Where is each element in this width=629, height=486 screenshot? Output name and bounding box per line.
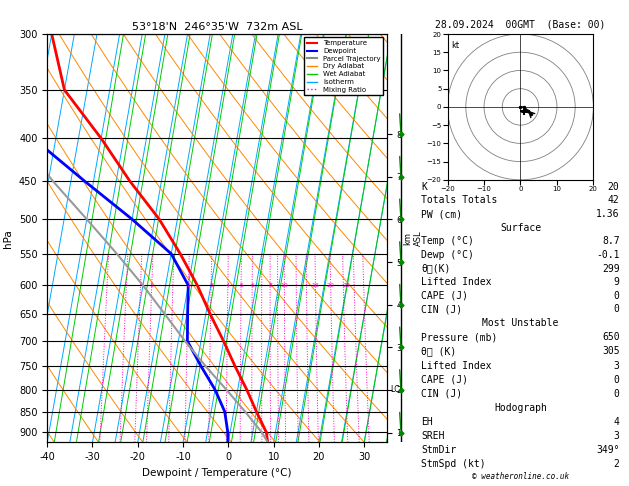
Text: © weatheronline.co.uk: © weatheronline.co.uk — [472, 472, 569, 481]
Text: CIN (J): CIN (J) — [421, 389, 462, 399]
Text: 6: 6 — [250, 283, 254, 288]
Text: StmDir: StmDir — [421, 445, 457, 455]
Text: 349°: 349° — [596, 445, 620, 455]
Text: 0: 0 — [614, 304, 620, 314]
Text: 8.7: 8.7 — [602, 236, 620, 246]
Text: 5: 5 — [239, 283, 243, 288]
Text: Temp (°C): Temp (°C) — [421, 236, 474, 246]
Text: 42: 42 — [608, 195, 620, 206]
Text: 4: 4 — [614, 417, 620, 427]
Text: 0: 0 — [614, 291, 620, 301]
Text: 0: 0 — [614, 375, 620, 385]
Title: 53°18'N  246°35'W  732m ASL: 53°18'N 246°35'W 732m ASL — [131, 22, 303, 32]
Y-axis label: hPa: hPa — [3, 229, 13, 247]
Text: 25: 25 — [342, 283, 350, 288]
Text: Most Unstable: Most Unstable — [482, 318, 559, 328]
Text: EH: EH — [421, 417, 433, 427]
Text: 9: 9 — [614, 277, 620, 287]
Text: CAPE (J): CAPE (J) — [421, 375, 469, 385]
Text: Totals Totals: Totals Totals — [421, 195, 498, 206]
Text: 20: 20 — [327, 283, 335, 288]
Text: 16: 16 — [311, 283, 320, 288]
Text: Pressure (mb): Pressure (mb) — [421, 332, 498, 342]
Text: 1: 1 — [150, 283, 153, 288]
Text: CIN (J): CIN (J) — [421, 304, 462, 314]
Text: 299: 299 — [602, 263, 620, 274]
Text: 305: 305 — [602, 347, 620, 356]
Text: PW (cm): PW (cm) — [421, 209, 462, 219]
Text: 8: 8 — [268, 283, 272, 288]
Text: -0.1: -0.1 — [596, 250, 620, 260]
Text: SREH: SREH — [421, 431, 445, 441]
Text: 3: 3 — [614, 431, 620, 441]
Y-axis label: km
ASL: km ASL — [403, 230, 423, 246]
Legend: Temperature, Dewpoint, Parcel Trajectory, Dry Adiabat, Wet Adiabat, Isotherm, Mi: Temperature, Dewpoint, Parcel Trajectory… — [304, 37, 383, 95]
Text: 0: 0 — [614, 389, 620, 399]
Text: CAPE (J): CAPE (J) — [421, 291, 469, 301]
Text: LCL: LCL — [390, 385, 404, 395]
Text: StmSpd (kt): StmSpd (kt) — [421, 459, 486, 469]
X-axis label: Dewpoint / Temperature (°C): Dewpoint / Temperature (°C) — [142, 468, 292, 478]
Text: Lifted Index: Lifted Index — [421, 361, 492, 370]
Text: 2: 2 — [186, 283, 191, 288]
Text: 2: 2 — [614, 459, 620, 469]
Text: Surface: Surface — [500, 223, 541, 233]
Text: 20: 20 — [608, 182, 620, 191]
Text: θᴇ(K): θᴇ(K) — [421, 263, 451, 274]
Text: 28.09.2024  00GMT  (Base: 00): 28.09.2024 00GMT (Base: 00) — [435, 19, 606, 30]
Text: Lifted Index: Lifted Index — [421, 277, 492, 287]
Text: kt: kt — [451, 41, 459, 51]
Text: Dewp (°C): Dewp (°C) — [421, 250, 474, 260]
Text: 3: 3 — [209, 283, 213, 288]
Text: 1.36: 1.36 — [596, 209, 620, 219]
Text: 10: 10 — [281, 283, 288, 288]
Text: 3: 3 — [614, 361, 620, 370]
Text: 650: 650 — [602, 332, 620, 342]
Text: θᴇ (K): θᴇ (K) — [421, 347, 457, 356]
Text: Hodograph: Hodograph — [494, 403, 547, 413]
Text: 4: 4 — [226, 283, 230, 288]
Text: K: K — [421, 182, 427, 191]
